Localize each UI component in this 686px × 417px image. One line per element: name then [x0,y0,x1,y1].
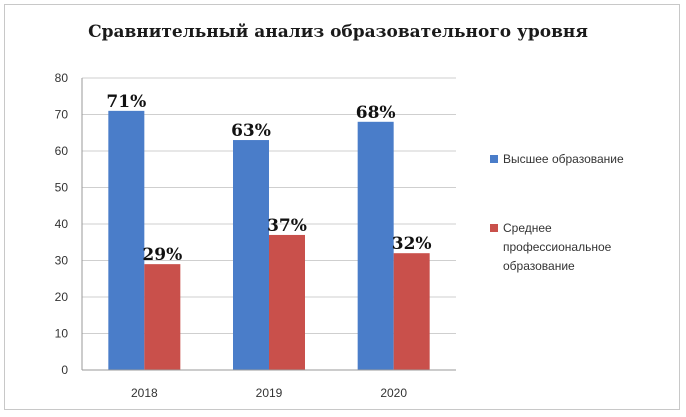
data-label: 32% [392,234,432,254]
x-tick-label: 2019 [256,386,283,400]
legend-entry: Высшее образование [503,152,624,166]
x-tick-label: 2020 [380,386,407,400]
y-tick-label: 80 [55,71,69,85]
bar [269,234,305,370]
y-axis: 0 10 20 30 40 50 60 70 80 [55,71,83,377]
bar [144,264,181,370]
y-tick-label: 20 [55,290,69,304]
chart-title: Сравнительный анализ образовательного ур… [88,22,588,42]
x-tick-label: 2018 [131,386,158,400]
legend-swatch [490,224,498,232]
data-label: 37% [267,216,307,236]
data-label: 71% [106,92,146,112]
y-tick-label: 30 [55,254,69,268]
bars [108,110,430,370]
data-label: 63% [231,121,271,141]
y-tick-label: 50 [55,181,69,195]
x-axis: 2018 2019 2020 [82,369,456,400]
legend-line: Среднее [503,221,552,235]
legend-swatch [490,155,498,163]
y-tick-label: 0 [61,363,68,377]
legend-entry: Среднее профессиональное образование [503,221,612,273]
legend-line: профессиональное [503,240,612,254]
y-tick-label: 70 [55,108,69,122]
legend-line: образование [503,259,575,273]
data-label: 29% [142,245,182,265]
y-tick-label: 40 [55,217,69,231]
bar [233,140,269,370]
legend: Высшее образование Среднее профессионально… [490,152,624,273]
y-tick-label: 60 [55,144,69,158]
bar [357,121,394,370]
y-tick-label: 10 [55,327,69,341]
legend-line: Высшее образование [503,152,624,166]
data-label: 68% [356,103,396,123]
bar [108,110,145,370]
bar [393,253,430,370]
data-labels: 71% 29% 63% 37% 68% 32% [106,92,431,265]
